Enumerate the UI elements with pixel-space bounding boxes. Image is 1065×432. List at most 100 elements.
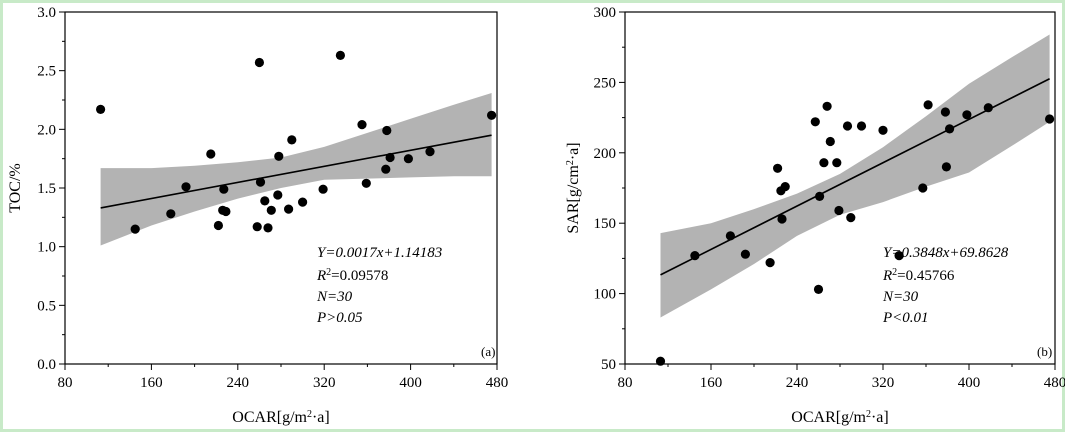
data-points-b	[655, 100, 1055, 366]
y-tick-label-b: 300	[594, 5, 617, 21]
regression-line-b	[660, 78, 1050, 276]
fit-line-a	[100, 134, 492, 209]
x-tick-label-a: 480	[486, 375, 509, 391]
data-point-b	[842, 121, 853, 131]
data-point-a	[287, 135, 297, 145]
equation-a: Y=0.0017x+1.14183	[317, 245, 442, 261]
data-point-a	[273, 190, 283, 200]
y-tick-label-a: 3.0	[37, 5, 56, 21]
data-point-a	[335, 50, 345, 61]
tick-labels-a: 80 160 240 320 400 480 0.0 0.5 1.0 1.5 2.0 2.5 3.0	[37, 5, 508, 391]
data-point-b	[983, 103, 993, 113]
x-tick-label-b: 320	[872, 375, 895, 391]
tick-labels-b: 80 160 240 320 400 480 50 100 150 200 250 300	[594, 5, 1065, 391]
data-point-a	[318, 184, 328, 194]
data-point-b	[894, 251, 904, 261]
panel-b: 80 160 240 320 400 480 50 100 150 200 250 300 OCAR[…	[565, 5, 1065, 426]
data-point-b	[832, 158, 842, 168]
data-point-a	[361, 178, 371, 188]
x-axis-title-a: OCAR[g/m2·a]	[232, 409, 329, 427]
r-squared-b: R2=0.45766	[882, 267, 955, 285]
data-point-b	[740, 249, 751, 259]
y-tick-label-a: 0.0	[37, 357, 56, 373]
data-point-b	[765, 258, 775, 268]
data-point-b	[941, 162, 952, 172]
data-point-b	[940, 107, 951, 117]
data-point-a	[274, 151, 284, 161]
data-point-a	[266, 205, 276, 215]
y-tick-label-b: 50	[601, 357, 616, 373]
data-point-a	[263, 223, 273, 233]
data-point-a	[254, 57, 264, 68]
data-point-a	[252, 222, 262, 232]
y-tick-label-a: 2.0	[37, 122, 56, 138]
equation-b: Y=0.3848x+69.8628	[883, 245, 1009, 261]
data-point-b	[825, 136, 835, 147]
data-point-b	[962, 110, 972, 120]
data-point-a	[221, 206, 231, 217]
data-point-a	[298, 197, 308, 207]
data-point-b	[810, 117, 820, 127]
panel-a: 80 160 240 320 400 480 0.0 0.5 1.0 1.5 2.0 2.5 3.0 O…	[7, 5, 508, 426]
x-tick-label-a: 80	[58, 375, 73, 391]
data-point-b	[777, 214, 787, 224]
y-tick-label-a: 1.5	[37, 181, 56, 197]
x-tick-label-a: 320	[313, 375, 336, 391]
data-point-b	[945, 124, 955, 134]
data-point-b	[815, 191, 825, 201]
panel-tag-a: (a)	[481, 344, 495, 359]
data-point-a	[255, 177, 266, 187]
y-tick-label-a: 1.0	[37, 240, 56, 256]
x-tick-label-b: 400	[958, 375, 981, 391]
data-point-b	[813, 284, 824, 294]
confidence-band-area-a	[100, 93, 492, 246]
data-point-a	[260, 196, 270, 206]
x-tick-label-a: 160	[140, 375, 163, 391]
y-tick-label-a: 0.5	[37, 298, 56, 314]
data-point-a	[219, 184, 229, 194]
data-point-a	[96, 104, 106, 114]
data-point-b	[690, 251, 700, 261]
data-point-b	[773, 163, 783, 173]
x-tick-label-b: 240	[786, 375, 809, 391]
regression-stats-b: Y=0.3848x+69.8628 R2=0.45766 N=30 P<0.01	[882, 245, 1009, 326]
data-point-a	[181, 182, 191, 192]
x-tick-label-a: 240	[227, 375, 250, 391]
data-point-b	[1045, 114, 1055, 124]
panel-tag-b: (b)	[1037, 344, 1052, 359]
ticks-a	[59, 11, 498, 370]
data-point-b	[923, 100, 933, 110]
n-value-a: N=30	[316, 289, 353, 305]
x-tick-label-b: 80	[618, 375, 633, 391]
y-axis-title-b: SAR[g/cm2·a]	[565, 142, 583, 233]
data-point-b	[918, 183, 928, 193]
data-point-a	[403, 154, 413, 164]
p-value-b: P<0.01	[882, 310, 929, 326]
y-tick-label-b: 250	[594, 75, 617, 91]
data-point-b	[878, 125, 888, 135]
regression-line-a	[100, 134, 492, 209]
data-point-b	[822, 101, 832, 111]
x-tick-label-b: 160	[700, 375, 723, 391]
data-point-b	[819, 158, 829, 168]
data-point-a	[425, 147, 435, 157]
data-point-a	[166, 209, 176, 219]
x-tick-label-b: 480	[1044, 375, 1065, 391]
data-point-a	[381, 164, 391, 174]
y-tick-label-b: 150	[594, 216, 617, 232]
data-point-b	[856, 121, 867, 131]
regression-stats-a: Y=0.0017x+1.14183 R2=0.09578 N=30 P>0.05	[316, 245, 442, 326]
data-point-b	[780, 182, 790, 192]
data-point-a	[284, 204, 294, 214]
ticks-b	[619, 11, 1056, 370]
confidence-band-a	[100, 93, 492, 246]
data-point-a	[213, 220, 223, 231]
data-point-a	[130, 224, 140, 234]
y-tick-label-a: 2.5	[37, 64, 56, 80]
p-value-a: P>0.05	[316, 310, 363, 326]
n-value-b: N=30	[882, 289, 919, 305]
data-point-a	[385, 152, 395, 163]
data-point-b	[846, 213, 856, 223]
y-tick-label-b: 200	[594, 146, 617, 162]
r-squared-a: R2=0.09578	[316, 267, 388, 285]
